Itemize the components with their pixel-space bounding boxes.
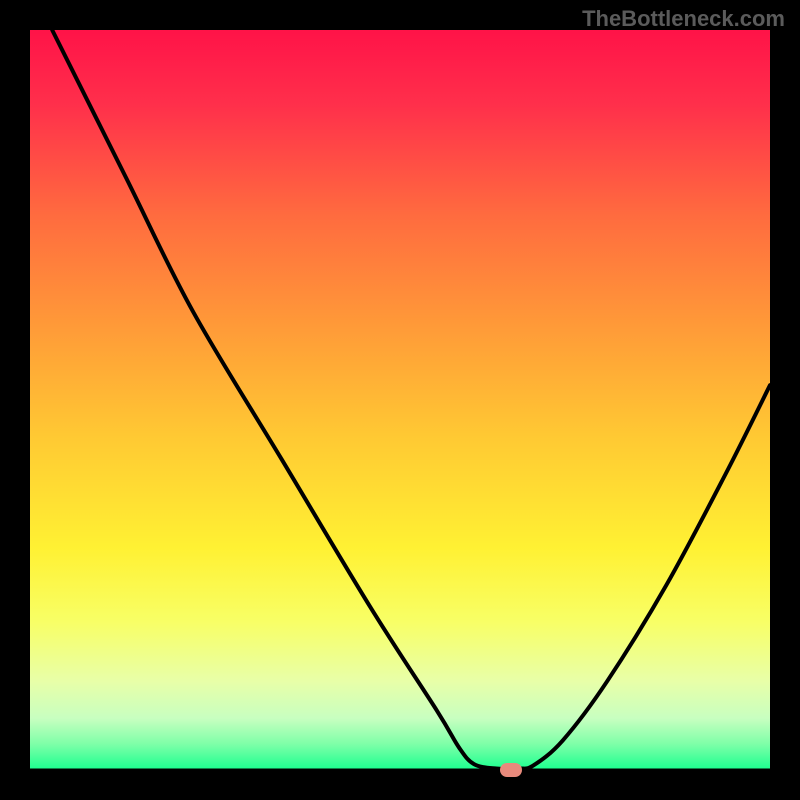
bottleneck-chart xyxy=(0,0,800,800)
gradient-background xyxy=(30,30,770,770)
optimal-point-marker xyxy=(500,763,522,777)
chart-stage: TheBottleneck.com xyxy=(0,0,800,800)
watermark-text: TheBottleneck.com xyxy=(582,6,785,32)
